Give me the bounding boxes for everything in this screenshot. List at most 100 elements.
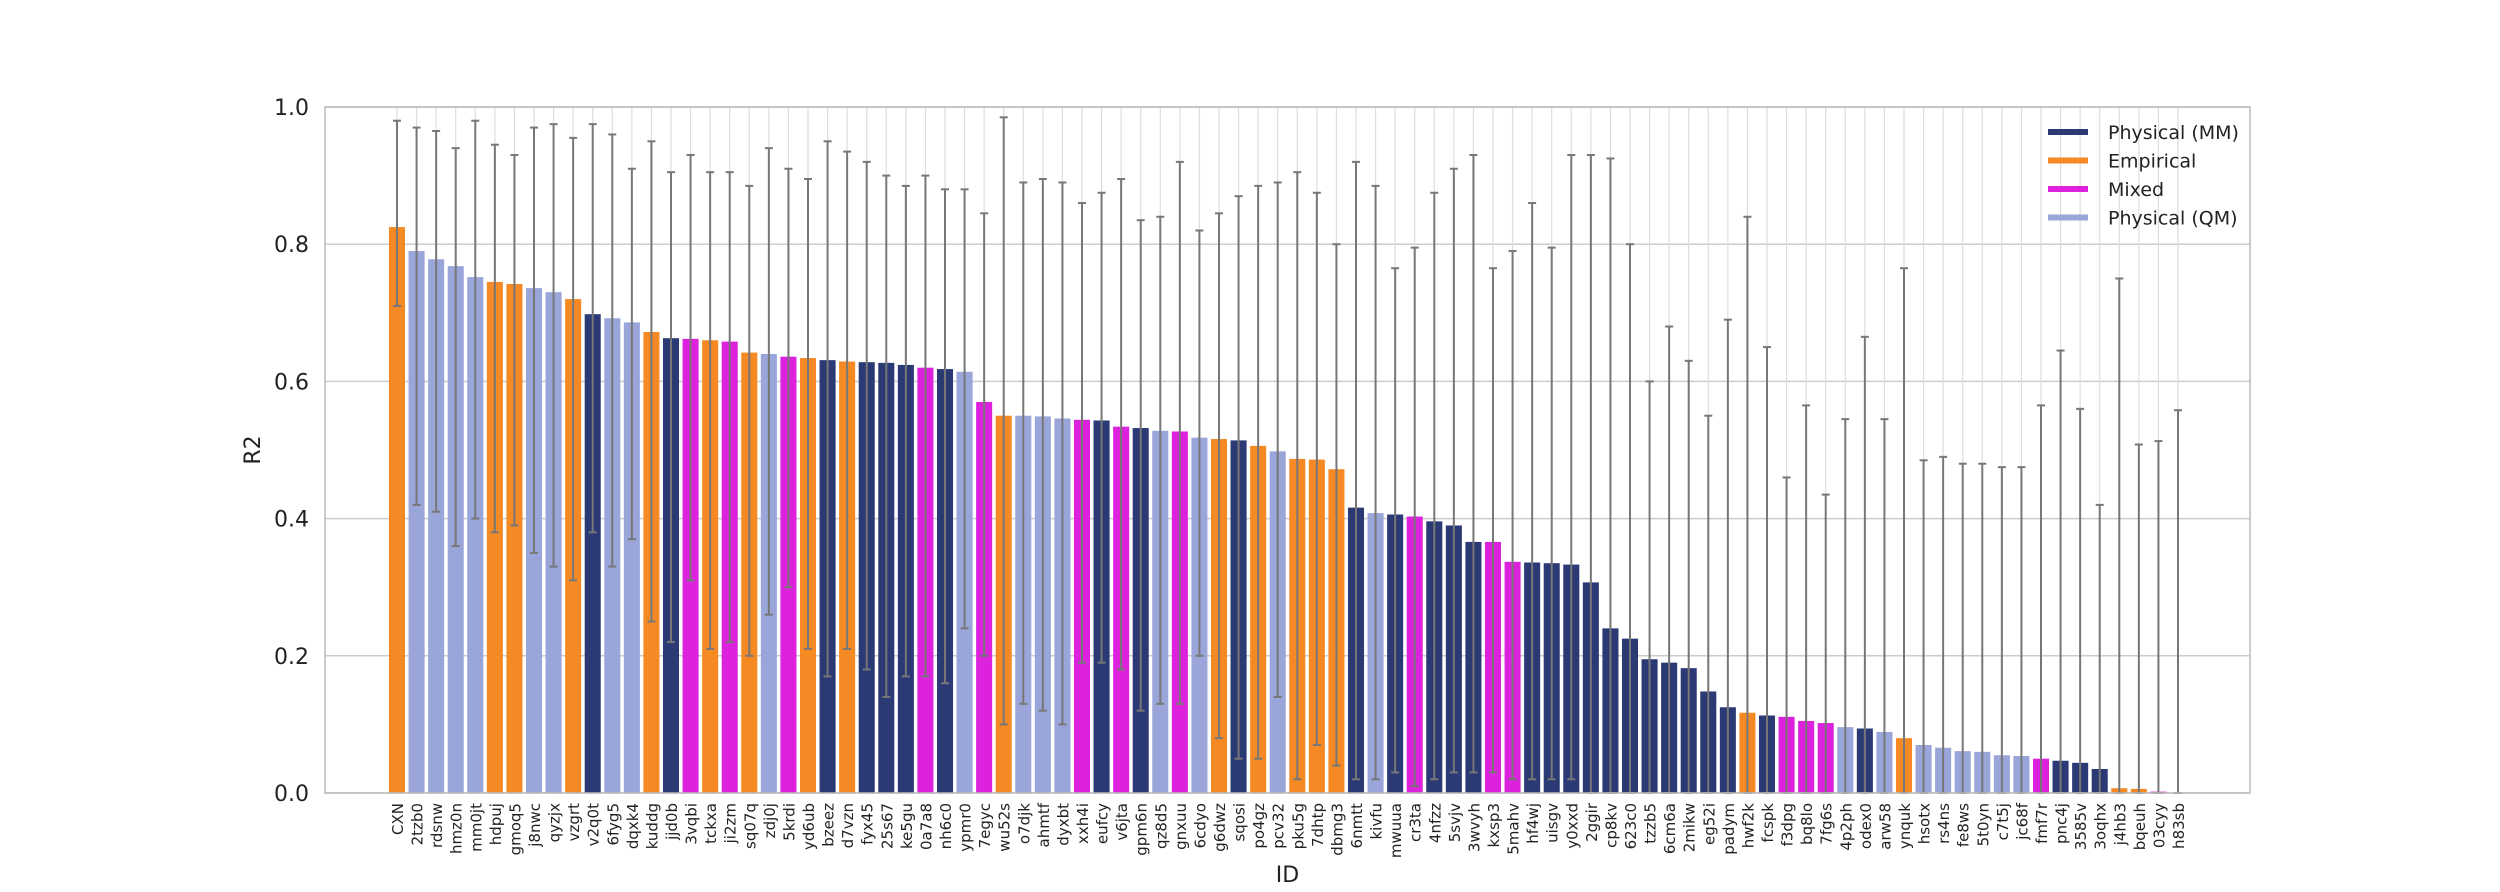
x-tick-label: dbmg3 [1328, 803, 1346, 856]
x-tick-label: fyx45 [859, 803, 877, 845]
x-tick-label: odex0 [1857, 803, 1875, 849]
x-tick-label: fcspk [1759, 803, 1777, 843]
x-tick-label: cp8kv [1602, 803, 1620, 848]
bar-gmoq5 [506, 283, 523, 793]
x-tick-label: 5mahv [1505, 803, 1523, 855]
x-tick-label: bqeuh [2131, 803, 2149, 850]
x-tick-label: pku5g [1289, 803, 1307, 849]
x-tick-label: fmf7r [2033, 802, 2051, 844]
x-tick-label: ji2zm [722, 803, 740, 844]
x-tick-label: o7djk [1015, 803, 1033, 844]
x-tick-label: zdj0j [761, 803, 779, 838]
x-tick-label: j4hb3 [2111, 803, 2129, 846]
x-tick-label: 7fg6s [1818, 803, 1836, 845]
bar-hdpuj [486, 281, 503, 793]
legend-label: Mixed [2108, 179, 2164, 201]
x-tick-label: ke5gu [898, 803, 916, 849]
x-tick-label: hsotx [1916, 803, 1934, 844]
bar-v2q0t [584, 314, 601, 793]
x-tick-label: 5krdi [780, 803, 798, 841]
x-tick-label: sqosi [1231, 803, 1249, 842]
x-tick-label: c7t5j [1994, 803, 2012, 840]
x-tick-label: 6cdyo [1191, 803, 1209, 848]
x-tick-label: vzgrt [565, 803, 583, 841]
y-axis-title: R2 [241, 435, 266, 464]
x-tick-label: dqxk4 [624, 803, 642, 849]
x-tick-label: 7dhtp [1309, 803, 1327, 847]
x-axis: CXN 2tzb0 rdsnw hmz0n mm0jt hdpuj gmoq5 j8nwc qy… [389, 802, 2188, 858]
x-tick-label: eufcy [1094, 803, 1112, 844]
x-tick-label: y0xxd [1563, 803, 1581, 849]
x-tick-label: 6nmtt [1348, 803, 1366, 849]
x-tick-label: dyxbt [1054, 803, 1072, 846]
x-tick-label: qyzjx [546, 803, 564, 842]
x-tick-label: 0a7a8 [917, 803, 935, 850]
plot-frame [324, 106, 2251, 794]
x-tick-label: 7egyc [976, 803, 994, 848]
x-tick-label: fe8ws [1955, 803, 1973, 847]
x-tick-label: 623c0 [1622, 803, 1640, 849]
bar-CXN [388, 227, 406, 794]
y-tick-label: 0.2 [274, 645, 309, 670]
x-tick-label: gnxuu [1172, 803, 1190, 850]
x-tick-label: 6cm6a [1661, 803, 1679, 854]
x-tick-label: po4gz [1250, 803, 1268, 849]
y-axis: 0.0 0.2 0.4 0.6 0.8 1.0 [274, 96, 309, 807]
x-tick-label: 2tzb0 [409, 803, 427, 845]
x-tick-label: hwf2k [1739, 803, 1757, 849]
x-tick-label: pnc4j [2053, 803, 2071, 844]
x-tick-label: 2mikw [1681, 803, 1699, 852]
x-tick-label: bzeez [820, 803, 838, 847]
errorbars-layer [393, 116, 2182, 794]
x-tick-label: hdpuj [487, 803, 505, 845]
x-tick-label: wu52s [996, 803, 1014, 852]
x-tick-label: eg52i [1700, 803, 1718, 845]
y-tick-label: 1.0 [274, 96, 309, 121]
bar-2tzb0 [408, 251, 425, 793]
x-tick-label: arw58 [1876, 803, 1894, 850]
x-tick-label: 2ggir [1583, 802, 1601, 842]
x-tick-label: bq8lo [1798, 803, 1816, 845]
x-tick-label: h83sb [2170, 803, 2188, 849]
bar-rdsnw [428, 259, 445, 793]
x-tick-label: 4p2ph [1837, 803, 1855, 851]
x-tick-label: f3dpg [1779, 803, 1797, 846]
x-tick-label: 3vqbi [683, 803, 701, 845]
x-tick-label: padym [1720, 803, 1738, 855]
y-tick-label: 0.8 [274, 233, 309, 258]
x-tick-label: mm0jt [467, 803, 485, 852]
x-tick-label: v6jta [1113, 803, 1131, 841]
y-tick-label: 0.4 [274, 508, 309, 533]
x-tick-label: j8nwc [526, 803, 544, 848]
legend-label: Empirical [2108, 151, 2196, 173]
x-tick-label: 5svjv [1446, 803, 1464, 842]
x-tick-label: jc68f [2013, 802, 2031, 841]
x-tick-label: nh6c0 [937, 803, 955, 849]
x-tick-label: kuddg [643, 803, 661, 849]
bar-dqxk4 [623, 322, 640, 793]
x-tick-label: 5t0yn [1974, 803, 1992, 846]
x-tick-label: sq07q [741, 803, 759, 849]
x-tick-label: pcv32 [1270, 803, 1288, 849]
x-tick-label: rdsnw [428, 803, 446, 848]
x-tick-label: 3wvyh [1465, 803, 1483, 852]
x-tick-label: 25s67 [878, 803, 896, 849]
legend: Physical (MM) Empirical Mixed Physical (QM) [2048, 122, 2239, 230]
x-tick-label: 03cyy [2150, 803, 2168, 848]
x-tick-label: hmz0n [448, 803, 466, 854]
x-axis-title: ID [1276, 863, 1299, 888]
x-tick-label: kxsp3 [1485, 803, 1503, 847]
y-tick-label: 0.6 [274, 370, 309, 395]
x-tick-label: ynquk [1896, 803, 1914, 849]
x-tick-label: CXN [389, 803, 407, 835]
x-tick-label: gmoq5 [506, 803, 524, 855]
x-tick-label: mwuua [1387, 803, 1405, 858]
x-tick-label: xxh4i [1074, 803, 1092, 844]
x-tick-label: 3585v [2072, 803, 2090, 850]
legend-label: Physical (QM) [2108, 208, 2238, 230]
x-tick-label: ahmtf [1035, 802, 1053, 847]
legend-label: Physical (MM) [2108, 122, 2239, 144]
bar-mm0jt [467, 277, 484, 793]
